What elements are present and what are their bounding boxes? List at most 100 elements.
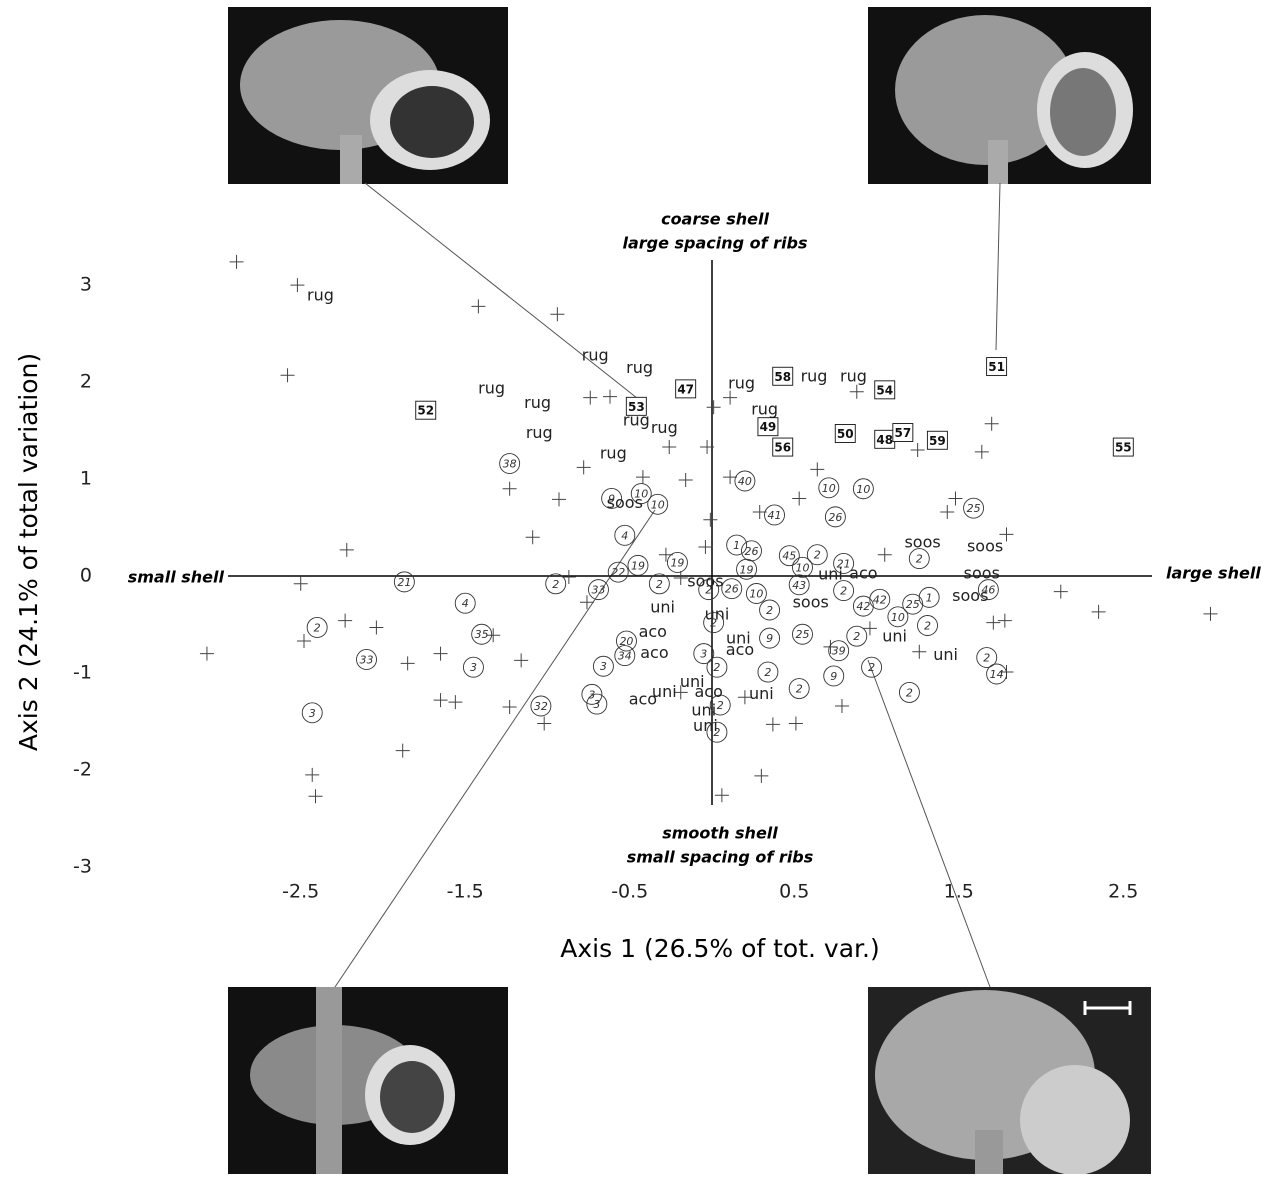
cross-point [863,621,877,635]
text-point: rug [307,285,334,304]
point-label: 54 [876,383,893,397]
text-point: uni [693,716,718,735]
cross-point [562,570,576,584]
text-point: soos [793,593,829,612]
point-label: 35 [475,628,489,641]
cross-point [448,695,462,709]
cross-point [912,645,926,659]
annotation: large spacing of ribs [622,234,807,253]
text-point: aco [849,564,877,583]
cross-point [674,571,688,585]
text-point: rug [524,393,551,412]
cross-point [986,616,1000,630]
point-label: 21 [397,576,411,589]
cross-point [526,530,540,544]
annotation: small shell [128,568,225,587]
y-axis-title: Axis 2 (24.1% of total variation) [14,353,43,751]
point-label: 40 [738,475,752,488]
text-point: rug [600,443,627,462]
point-label: 14 [990,668,1004,681]
text-point: rug [840,367,867,386]
text-point: uni [749,684,774,703]
cross-point [998,614,1012,628]
cross-point [789,716,803,730]
point-label: 43 [792,579,806,592]
point-label: 9 [830,670,837,683]
text-point: soos [952,586,988,605]
cross-point [230,255,244,269]
text-point: soos [964,564,1000,583]
point-label: 45 [782,550,796,563]
x-tick-label: 0.5 [779,881,809,903]
point-label: 42 [856,600,870,613]
point-label: 10 [891,611,905,624]
cross-point [305,768,319,782]
cross-point [471,299,485,313]
cross-point [434,647,448,661]
point-label: 58 [774,370,791,384]
point-label: 19 [670,556,684,569]
text-point: uni [933,645,958,664]
y-tick-label: 2 [80,371,92,393]
x-tick-label: 2.5 [1108,881,1138,903]
cross-point [754,769,768,783]
cross-point [911,443,925,457]
point-label: 2 [983,652,990,665]
point-label: 42 [873,593,887,606]
point-label: 10 [795,561,809,574]
cross-point [537,716,551,730]
cross-point [679,473,693,487]
cross-point [636,470,650,484]
cross-point [940,505,954,519]
point-label: 2 [766,604,773,617]
text-point: aco [639,622,667,641]
cross-point [723,391,737,405]
text-point: rug [526,423,553,442]
text-point: uni [650,598,675,617]
point-label: 39 [832,645,846,658]
point-label: 32 [534,700,548,713]
text-point: rug [582,345,609,364]
point-label: 1 [733,539,740,552]
point-label: 2 [853,630,860,643]
point-label: 10 [856,483,870,496]
point-label: 2 [840,585,847,598]
point-label: 2 [764,666,771,679]
annotation: large shell [1166,564,1261,583]
y-tick-label: -1 [73,662,92,684]
cross-point [583,391,597,405]
cross-point [369,620,383,634]
point-label: 51 [988,360,1005,374]
point-label: 4 [621,529,628,542]
chart: Axis 1 (26.5% of tot. var.) Axis 2 (24.1… [0,0,1281,1174]
point-label: 3 [700,648,707,661]
point-label: 41 [768,509,782,522]
text-point: rug [651,418,678,437]
point-label: 26 [744,545,758,558]
text-point: uni [705,604,730,623]
cross-point [396,744,410,758]
cross-point [850,385,864,399]
point-label: 33 [360,653,374,666]
point-label: 2 [916,553,923,566]
cross-point [985,417,999,431]
text-point: uni [726,629,751,648]
point-label: 2 [924,620,931,633]
point-label: 34 [618,650,632,663]
point-label: 59 [929,434,946,448]
point-label: 48 [876,433,893,447]
annotation: smooth shell [662,824,778,843]
cross-point [703,513,717,527]
x-axis-title: Axis 1 (26.5% of tot. var.) [560,934,879,963]
cross-point [503,482,517,496]
cross-point [975,445,989,459]
point-label: 2 [906,686,913,699]
cross-point [707,400,721,414]
y-tick-label: -2 [73,759,92,781]
y-tick-label: 0 [80,565,92,587]
text-point: uni [882,627,907,646]
y-tick-label: 3 [80,274,92,296]
cross-point [603,390,617,404]
cross-point [810,462,824,476]
cross-point [340,543,354,557]
